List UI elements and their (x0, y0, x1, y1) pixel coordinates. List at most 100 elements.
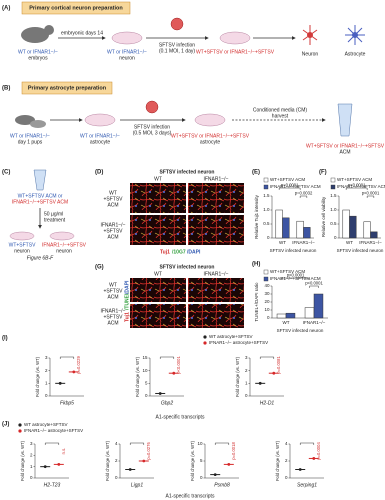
p-value: p=0.0018 (231, 442, 236, 460)
y-axis-label: Fold change (vs. WT) (105, 440, 110, 481)
p-value: p<0.0001 (348, 183, 366, 188)
y-tick-label: 1.5 (330, 193, 337, 198)
legend-label: IFNAR1−/−+SFTSV ACM (270, 184, 321, 189)
label: SFTSV infection (159, 42, 195, 48)
group-point (43, 465, 47, 469)
x-axis-label: SFTSV infected neuron (277, 328, 324, 333)
y-tick-label: 0 (245, 393, 248, 398)
gene-label: Psmb8 (214, 482, 230, 488)
label: harvest (272, 113, 289, 119)
y-axis-label: TUNEL+/DAPI ratio (254, 282, 259, 322)
y-axis-label: Relative cell viability (321, 196, 326, 237)
panel-label: (I) (2, 336, 8, 342)
y-tick-label: 5 (200, 458, 203, 463)
significance-bracket (299, 195, 308, 198)
label: WT (154, 176, 162, 182)
label: Neuron (302, 51, 319, 57)
y-tick-label: 3 (245, 355, 248, 360)
panel-a-art (21, 1, 365, 45)
label: Figure 6B-F (27, 255, 54, 261)
bar (282, 217, 290, 239)
label: SFTSV infected neuron (159, 169, 214, 175)
gene-label: Fkbp5 (60, 400, 74, 406)
group-point (213, 473, 217, 476)
label: /DAPI (187, 249, 201, 255)
label: SFTSV infection (134, 124, 170, 130)
group-point (272, 371, 276, 375)
y-tick-label: 0 (30, 475, 33, 480)
label: 50 µg/ml (44, 211, 63, 217)
bar (349, 215, 357, 239)
p-value: p=0.0276 (146, 442, 151, 460)
label: ACM (107, 202, 118, 208)
group-point (298, 468, 302, 471)
bar (285, 312, 296, 319)
label: IFNAR1−/−+SFTSV (42, 242, 87, 248)
panel-label: (B) (2, 86, 10, 92)
label: ACM (107, 294, 118, 300)
significance-bracket (309, 285, 319, 288)
label: /TUNEL (124, 292, 130, 310)
micrographs (130, 183, 244, 328)
label: WT+SFTSV ACM or (18, 193, 63, 199)
p-value: p=0.0032 (295, 191, 313, 196)
legend-label: WT+SFTSV ACM (337, 177, 372, 182)
label: /10G7 (172, 249, 186, 255)
significance-bracket (129, 442, 145, 445)
y-axis-label: Fold change (vs. WT) (135, 356, 140, 397)
label: WT or IFNAR1−/− (80, 133, 120, 139)
panel-label: (A) (2, 6, 10, 12)
label: IFNAR1−/− (203, 271, 228, 277)
group-point (312, 457, 316, 460)
y-tick-label: 2 (45, 368, 48, 373)
significance-bracket (59, 356, 75, 359)
label: neuron (14, 248, 30, 254)
bar (342, 209, 350, 239)
legend-swatch (330, 177, 336, 183)
p-value: p=0.0001 (281, 183, 299, 188)
label: IFNAR1−/− (100, 222, 125, 228)
group-point (57, 463, 61, 466)
y-tick-label: 2 (115, 458, 118, 463)
label: (0.1 MOI, 1 day) (159, 48, 195, 54)
y-axis-label: Fold change (vs. WT) (35, 356, 40, 397)
x-tick-label: IFNAR1−/− (359, 240, 382, 245)
label: WT+SFTSV or IFNAR1−/−+SFTSV (306, 143, 385, 149)
label: ACM (339, 149, 350, 155)
y-tick-label: 0 (267, 315, 270, 320)
bar (363, 221, 371, 239)
group-point (158, 392, 162, 395)
y-tick-label: 1 (45, 381, 48, 386)
y-tick-label: 30 (264, 291, 270, 296)
y-tick-label: 2 (30, 453, 33, 458)
label: Conditioned media (CM) (253, 107, 308, 113)
significance-bracket (259, 356, 275, 359)
y-axis-label: Fold change (vs. WT) (275, 440, 280, 481)
group-point (258, 381, 262, 385)
label: Astrocyte (345, 51, 366, 57)
bar (276, 313, 287, 319)
label: neuron (119, 55, 135, 61)
label: +SFTSV (103, 228, 123, 234)
label: +SFTSV (103, 314, 123, 320)
panel-label: (F) (319, 170, 327, 176)
y-tick-label: 0 (285, 475, 288, 480)
legend-swatch (263, 177, 269, 183)
y-tick-label: 5 (145, 381, 148, 386)
legend-label: WT+SFTSV ACM (270, 177, 305, 182)
label: +SFTSV (103, 288, 123, 294)
legend-marker (18, 423, 22, 427)
label: (0.5 MOI, 3 days) (133, 130, 172, 136)
label: astrocyte (90, 139, 111, 145)
label: embryonic days 14 (61, 30, 103, 36)
panel-title: Primary astrocyte preparation (28, 85, 107, 91)
bar (275, 209, 283, 239)
y-tick-label: 20 (264, 299, 270, 304)
p-value: p=0.0081 (276, 356, 281, 374)
bar (303, 227, 311, 239)
legend-swatch (263, 184, 269, 190)
x-tick-label: WT (346, 240, 353, 245)
